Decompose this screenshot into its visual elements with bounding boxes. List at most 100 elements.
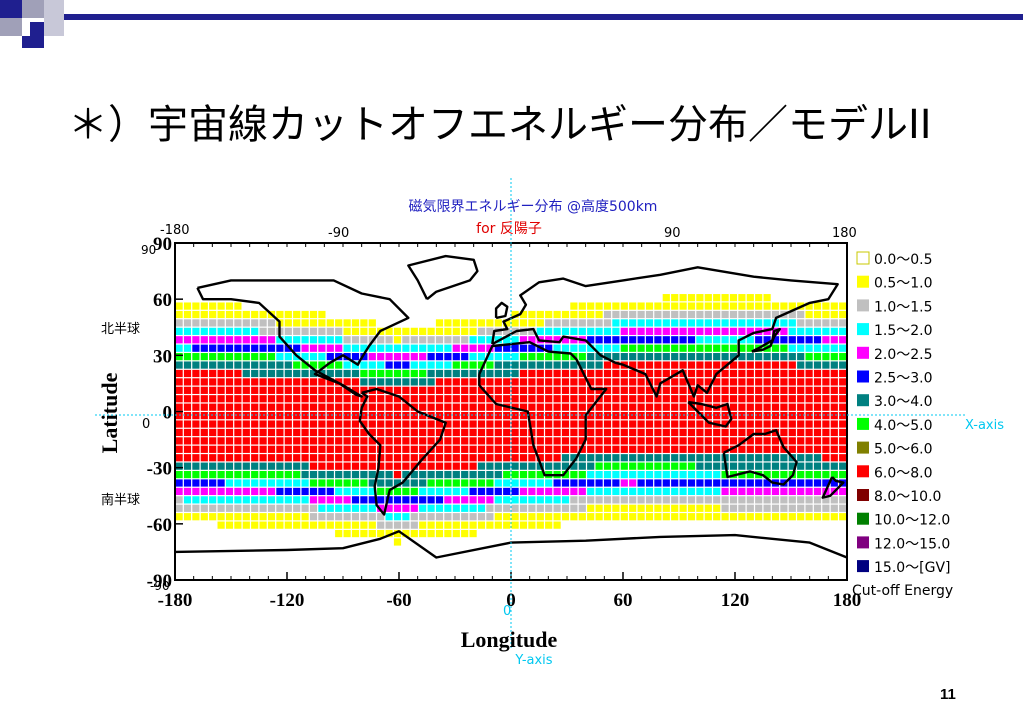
- heatmap-cell: [444, 496, 452, 504]
- heatmap-cell: [293, 428, 301, 437]
- heatmap-cell: [603, 513, 612, 521]
- heatmap-cell: [385, 344, 393, 352]
- heatmap-cell: [234, 386, 242, 394]
- heatmap-cell: [251, 496, 259, 504]
- heatmap-cell: [662, 420, 670, 428]
- heatmap-cell: [276, 420, 284, 428]
- heatmap-cell: [687, 496, 696, 504]
- heatmap-cell: [486, 378, 494, 386]
- heatmap-cell: [788, 353, 796, 361]
- heatmap-cell: [721, 513, 729, 521]
- heatmap-cell: [687, 319, 696, 327]
- heatmap-cell: [822, 513, 830, 521]
- heatmap-cell: [393, 462, 402, 470]
- heatmap-cell: [435, 344, 444, 352]
- x-tick-label: 120: [721, 590, 750, 611]
- heatmap-cell: [813, 470, 822, 479]
- heatmap-cell: [444, 521, 452, 529]
- heatmap-cell: [351, 529, 360, 538]
- heatmap-cell: [839, 386, 847, 394]
- heatmap-cell: [469, 353, 477, 361]
- heatmap-cell: [385, 445, 393, 453]
- heatmap-cell: [469, 369, 477, 378]
- heatmap-cell: [200, 420, 208, 428]
- heatmap-cell: [284, 403, 292, 411]
- heatmap-cell: [461, 470, 469, 479]
- heatmap-cell: [830, 395, 838, 403]
- heatmap-cell: [217, 336, 225, 344]
- heatmap-cell: [368, 319, 376, 327]
- heatmap-cell: [251, 513, 259, 521]
- heatmap-cell: [595, 361, 603, 369]
- heatmap-cell: [830, 420, 838, 428]
- heatmap-cell: [788, 369, 796, 378]
- heatmap-cell: [713, 294, 721, 302]
- heatmap-cell: [435, 513, 444, 521]
- heatmap-cell: [671, 504, 679, 512]
- heatmap-cell: [704, 454, 712, 462]
- heatmap-cell: [679, 412, 687, 420]
- heatmap-cell: [570, 344, 578, 352]
- heatmap-cell: [351, 369, 360, 378]
- heatmap-cell: [461, 496, 469, 504]
- heatmap-cell: [679, 378, 687, 386]
- heatmap-cell: [637, 513, 645, 521]
- heatmap-cell: [746, 513, 754, 521]
- heatmap-cell: [788, 479, 796, 487]
- heatmap-cell: [209, 462, 217, 470]
- heatmap-cell: [713, 479, 721, 487]
- heatmap-cell: [360, 353, 368, 361]
- heatmap-cell: [452, 327, 460, 335]
- north-hemisphere-label: 北半球: [101, 322, 140, 337]
- heatmap-cell: [318, 361, 326, 369]
- heatmap-cell: [721, 302, 729, 310]
- heatmap-cell: [788, 336, 796, 344]
- heatmap-cell: [200, 344, 208, 352]
- heatmap-cell: [368, 496, 376, 504]
- heatmap-cell: [763, 319, 771, 327]
- heatmap-cell: [267, 420, 276, 428]
- heatmap-cell: [603, 437, 612, 445]
- heatmap-cell: [486, 454, 494, 462]
- legend-swatch: [857, 275, 869, 288]
- heatmap-cell: [645, 445, 654, 453]
- heatmap-cell: [175, 454, 183, 462]
- heatmap-cell: [192, 470, 200, 479]
- heatmap-cell: [402, 378, 410, 386]
- heatmap-cell: [486, 336, 494, 344]
- heatmap-cell: [788, 412, 796, 420]
- heatmap-cell: [360, 403, 368, 411]
- heatmap-cell: [545, 487, 553, 496]
- heatmap-cell: [511, 504, 519, 512]
- heatmap-cell: [461, 487, 469, 496]
- heatmap-cell: [595, 319, 603, 327]
- heatmap-cell: [671, 454, 679, 462]
- heatmap-cell: [612, 327, 620, 335]
- heatmap-cell: [242, 378, 250, 386]
- heatmap-cell: [444, 420, 452, 428]
- heatmap-cell: [738, 479, 746, 487]
- heatmap-cell: [309, 454, 318, 462]
- heatmap-cell: [234, 470, 242, 479]
- heatmap-cell: [326, 344, 334, 352]
- heatmap-cell: [696, 487, 704, 496]
- heatmap-cell: [612, 361, 620, 369]
- heatmap-cell: [553, 378, 561, 386]
- heatmap-cell: [738, 496, 746, 504]
- heatmap-cell: [570, 428, 578, 437]
- heatmap-cell: [293, 454, 301, 462]
- heatmap-cell: [435, 454, 444, 462]
- heatmap-cell: [377, 513, 385, 521]
- heatmap-cell: [570, 445, 578, 453]
- heatmap-cell: [343, 496, 351, 504]
- heatmap-cell: [662, 445, 670, 453]
- heatmap-cell: [293, 319, 301, 327]
- heatmap-cell: [738, 294, 746, 302]
- heatmap-cell: [225, 462, 234, 470]
- heatmap-cell: [318, 479, 326, 487]
- heatmap-cell: [839, 445, 847, 453]
- legend-swatch: [857, 441, 869, 454]
- heatmap-cell: [377, 369, 385, 378]
- heatmap-cell: [536, 369, 544, 378]
- heatmap-cell: [259, 327, 267, 335]
